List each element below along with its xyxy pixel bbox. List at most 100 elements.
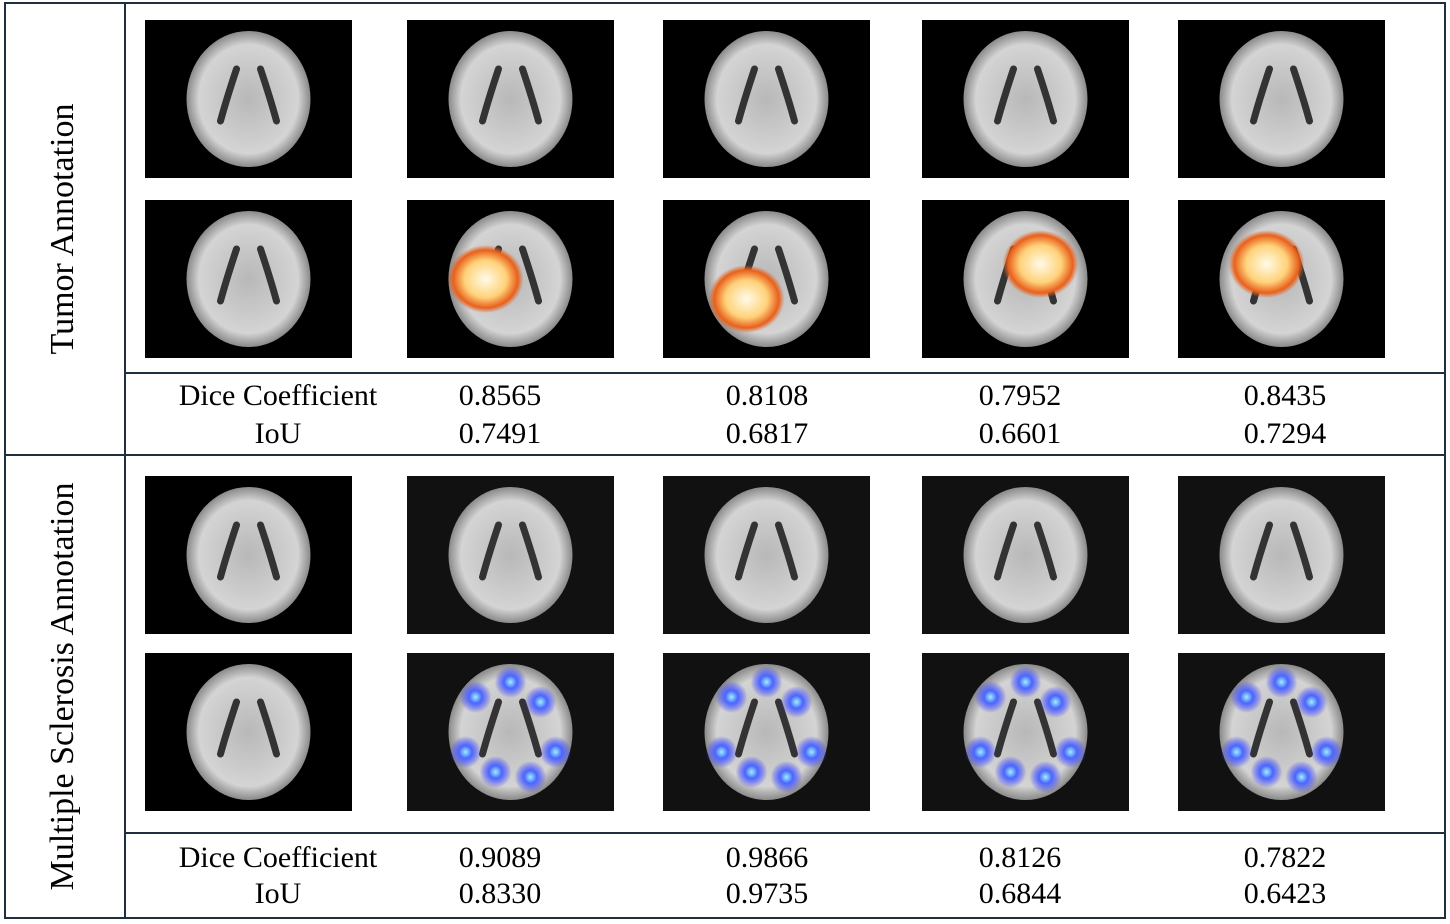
- lesion-overlay: [795, 736, 828, 768]
- brain: [186, 487, 311, 623]
- metric-value: 0.8126: [979, 841, 1062, 874]
- brain-image: [663, 20, 870, 178]
- ventricle: [735, 65, 798, 125]
- ventricle: [479, 521, 542, 581]
- brain-image: [663, 200, 870, 358]
- metric-value: 0.6844: [979, 877, 1062, 910]
- metric-value: 0.7294: [1244, 417, 1327, 450]
- brain: [963, 487, 1088, 623]
- brain-image: [145, 200, 352, 358]
- metric-name: Dice Coefficient: [179, 841, 378, 874]
- lesion-overlay: [479, 756, 512, 788]
- ventricle: [1250, 521, 1313, 581]
- metric-value: 0.9735: [726, 877, 809, 910]
- lesion-overlay: [994, 756, 1027, 788]
- brain-image: [1178, 476, 1385, 634]
- tumor-overlay: [447, 245, 524, 313]
- brain-image: [922, 200, 1129, 358]
- brain-image: [407, 200, 614, 358]
- tumor-overlay: [708, 265, 785, 333]
- brain-image: [1178, 653, 1385, 811]
- metric-value: 0.6817: [726, 417, 809, 450]
- lesion-overlay: [780, 686, 813, 718]
- lesion-overlay: [974, 681, 1007, 713]
- metric-value: 0.9866: [726, 841, 809, 874]
- ventricle: [217, 245, 280, 305]
- brain-image: [663, 653, 870, 811]
- metric-value: 0.6601: [979, 417, 1062, 450]
- brain-image: [145, 476, 352, 634]
- ventricle: [1250, 65, 1313, 125]
- ventricle: [479, 698, 542, 758]
- brain-image: [663, 476, 870, 634]
- brain: [448, 31, 573, 167]
- lesion-overlay: [514, 761, 547, 793]
- brain-image: [407, 653, 614, 811]
- lesion-overlay: [539, 736, 572, 768]
- tumor-overlay: [1228, 230, 1305, 298]
- section-label: Tumor Annotation: [44, 104, 81, 355]
- lesion-overlay: [1295, 686, 1328, 718]
- brain: [963, 31, 1088, 167]
- brain: [1219, 487, 1344, 623]
- metric-value: 0.7822: [1244, 841, 1327, 874]
- brain-image: [922, 476, 1129, 634]
- lesion-overlay: [1310, 736, 1343, 768]
- metric-value: 0.9089: [459, 841, 542, 874]
- metric-value: 0.8565: [459, 379, 542, 412]
- lesion-overlay: [1285, 761, 1318, 793]
- brain: [448, 487, 573, 623]
- lesion-overlay: [770, 761, 803, 793]
- lesion-overlay: [1054, 736, 1087, 768]
- lesion-overlay: [494, 666, 527, 698]
- ventricle: [479, 65, 542, 125]
- metric-value: 0.8108: [726, 379, 809, 412]
- tumor-overlay: [1002, 230, 1079, 298]
- lesion-overlay: [964, 736, 997, 768]
- section-label: Multiple Sclerosis Annotation: [44, 483, 81, 891]
- lesion-overlay: [1265, 666, 1298, 698]
- brain: [704, 31, 829, 167]
- brain: [186, 664, 311, 800]
- ventricle: [1250, 698, 1313, 758]
- brain-image: [1178, 20, 1385, 178]
- brain-image: [407, 476, 614, 634]
- lesion-overlay: [705, 736, 738, 768]
- ventricle: [735, 698, 798, 758]
- brain: [186, 31, 311, 167]
- lesion-overlay: [1029, 761, 1062, 793]
- lesion-overlay: [1009, 666, 1042, 698]
- brain-image: [922, 653, 1129, 811]
- metric-value: 0.7952: [979, 379, 1062, 412]
- lesion-overlay: [1250, 756, 1283, 788]
- lesion-overlay: [750, 666, 783, 698]
- lesion-overlay: [1220, 736, 1253, 768]
- brain-image: [407, 20, 614, 178]
- metric-name: IoU: [255, 417, 302, 450]
- metric-value: 0.8330: [459, 877, 542, 910]
- brain: [704, 487, 829, 623]
- lesion-overlay: [715, 681, 748, 713]
- lesion-overlay: [449, 736, 482, 768]
- lesion-overlay: [735, 756, 768, 788]
- lesion-overlay: [524, 686, 557, 718]
- ventricle: [217, 521, 280, 581]
- metric-value: 0.8435: [1244, 379, 1327, 412]
- brain-image: [145, 20, 352, 178]
- lesion-overlay: [459, 681, 492, 713]
- brain-image: [922, 20, 1129, 178]
- ventricle: [994, 65, 1057, 125]
- metric-value: 0.7491: [459, 417, 542, 450]
- brain-image: [1178, 200, 1385, 358]
- lesion-overlay: [1039, 686, 1072, 718]
- brain-image: [145, 653, 352, 811]
- outer-border: [4, 2, 1446, 919]
- ventricle: [994, 698, 1057, 758]
- brain: [1219, 31, 1344, 167]
- ventricle: [994, 521, 1057, 581]
- metric-name: Dice Coefficient: [179, 379, 378, 412]
- ventricle: [217, 698, 280, 758]
- brain: [186, 211, 311, 347]
- metric-name: IoU: [255, 877, 302, 910]
